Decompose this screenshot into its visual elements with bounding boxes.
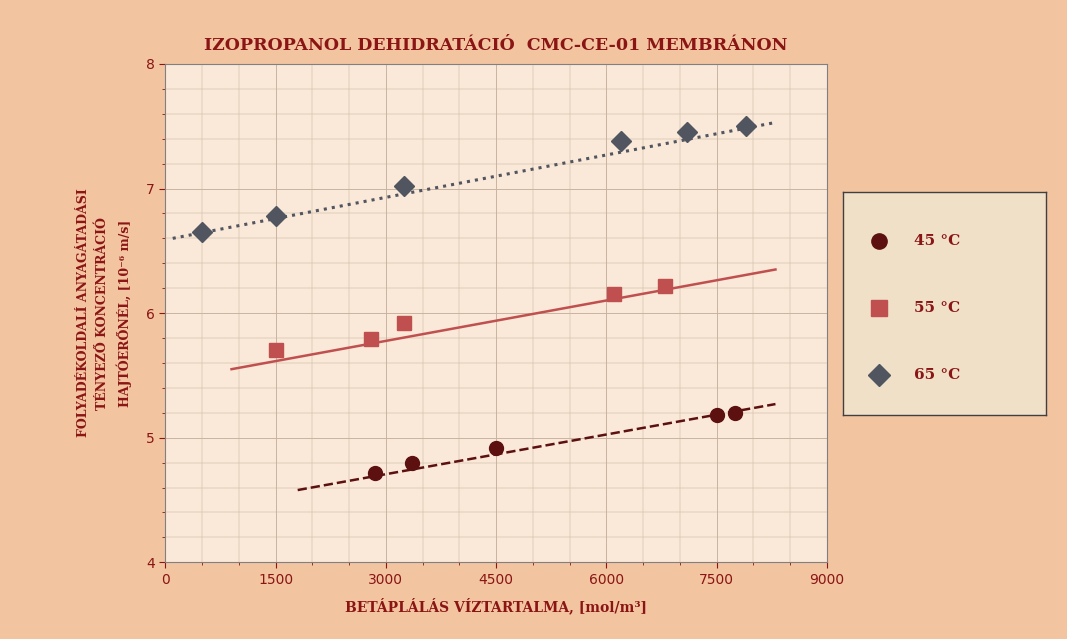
Text: 55 °C: 55 °C	[914, 301, 960, 315]
Text: 65 °C: 65 °C	[914, 368, 960, 382]
Text: 45 °C: 45 °C	[914, 234, 960, 248]
Title: IZOPROPANOL DEHIDRATÁCIÓ  CMC-CE-01 MEMBRÁNON: IZOPROPANOL DEHIDRATÁCIÓ CMC-CE-01 MEMBR…	[205, 37, 787, 54]
Y-axis label: FOLYADÉKOLDALÍ ANYAGÁTADÁSI
TÉNYEZŐ KONCENTRÁCIÓ
HAJTÓERŐNÉL, [10⁻⁶ m/s]: FOLYADÉKOLDALÍ ANYAGÁTADÁSI TÉNYEZŐ KONC…	[77, 189, 132, 438]
X-axis label: BETÁPLÁLÁS VÍZTARTALMA, [mol/m³]: BETÁPLÁLÁS VÍZTARTALMA, [mol/m³]	[345, 598, 648, 615]
